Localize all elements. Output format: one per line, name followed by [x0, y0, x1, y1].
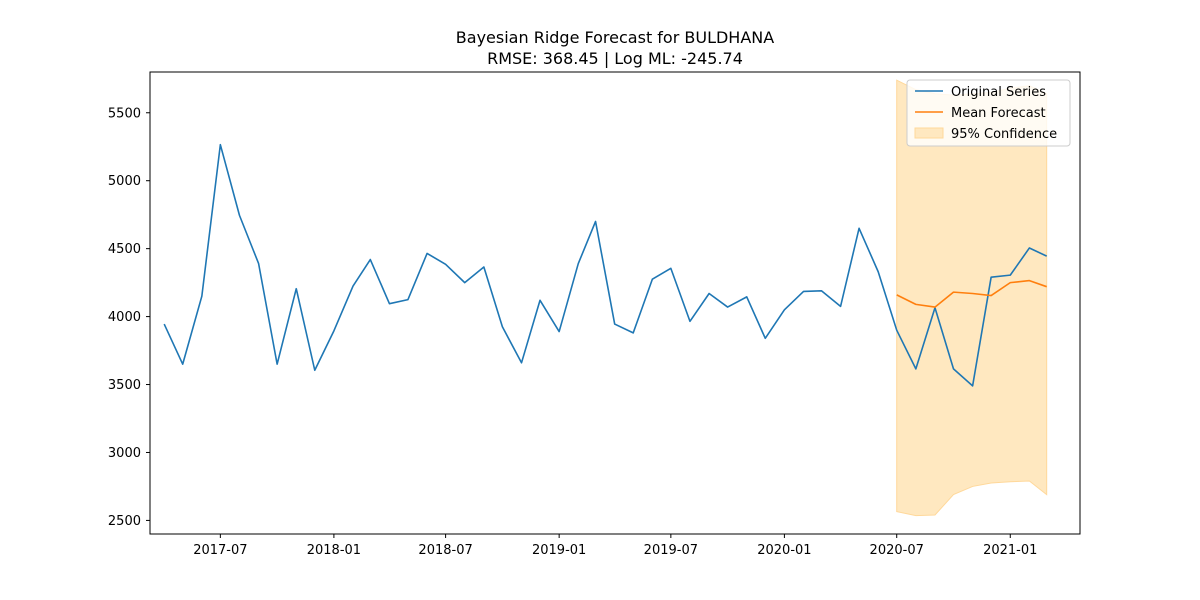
legend-box	[906, 79, 1071, 147]
mean-forecast-line	[896, 279, 1047, 308]
y-tick-label: 3500	[108, 378, 141, 393]
y-tick-label: 2500	[108, 514, 141, 529]
series-lines-layer	[163, 143, 1048, 387]
x-tick-label: 2018-07	[418, 543, 472, 558]
y-tick-label: 3000	[108, 446, 141, 461]
x-axis: 2017-07 2018-01 2018-07 2019-01 2019-07 2020-…	[193, 534, 1037, 558]
chart-title: Bayesian Ridge Forecast for BULDHANA	[456, 28, 774, 47]
y-tick-label: 5500	[108, 106, 141, 121]
x-tick-label: 2020-07	[870, 543, 924, 558]
legend-item-confidence-swatch	[914, 127, 944, 139]
legend-item-original-series-label: Original Series	[951, 85, 1046, 100]
x-tick-label: 2020-01	[757, 543, 811, 558]
original-series-line	[163, 143, 1048, 387]
x-tick-label: 2019-07	[644, 543, 698, 558]
x-tick-label: 2017-07	[193, 543, 247, 558]
x-tick-label: 2018-01	[307, 543, 361, 558]
y-axis: 2500 3000 3500 4000 4500 5000 5500	[108, 106, 150, 529]
plot-area-frame	[149, 71, 1081, 535]
x-tick-label: 2021-01	[983, 543, 1037, 558]
y-tick-label: 4500	[108, 242, 141, 257]
y-tick-label: 5000	[108, 174, 141, 189]
chart-subtitle: RMSE: 368.45 | Log ML: -245.74	[487, 49, 743, 68]
legend-item-mean-forecast-label: Mean Forecast	[951, 106, 1046, 121]
x-tick-label: 2019-01	[532, 543, 586, 558]
legend: Original Series Mean Forecast 95% Confiden…	[906, 79, 1071, 147]
legend-item-confidence-label: 95% Confidence	[951, 127, 1057, 142]
y-tick-label: 4000	[108, 310, 141, 325]
